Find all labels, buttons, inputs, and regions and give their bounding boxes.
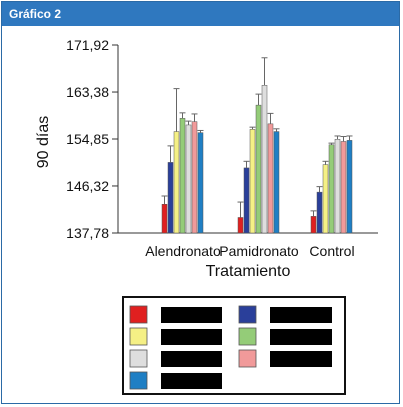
bar	[185, 124, 192, 234]
legend-swatch	[238, 327, 257, 346]
legend-swatch	[129, 327, 148, 346]
bar	[310, 216, 317, 234]
legend-label-redaction	[270, 329, 332, 345]
legend-swatch	[238, 305, 257, 324]
legend-swatch	[238, 349, 257, 368]
legend-swatch	[129, 305, 148, 324]
x-tick-label: Pamidronato	[219, 243, 299, 259]
y-tick-label: 154,85	[66, 131, 109, 147]
bar	[243, 167, 250, 234]
bar	[249, 129, 256, 234]
bar	[316, 191, 323, 234]
x-tick-label: Alendronato	[145, 243, 221, 259]
bar	[346, 140, 353, 234]
chart-header: Gráfico 2	[2, 2, 399, 26]
bar	[161, 204, 168, 234]
legend-label-redaction	[161, 307, 222, 323]
bar	[322, 164, 329, 234]
bar	[191, 121, 198, 234]
y-tick-label: 171,92	[66, 37, 109, 53]
bar	[179, 118, 186, 234]
bar	[273, 131, 280, 234]
legend-label-redaction	[270, 351, 332, 367]
legend	[122, 296, 346, 395]
bar	[237, 217, 244, 234]
legend-label-redaction	[161, 329, 222, 345]
legend-label-redaction	[161, 373, 222, 389]
bar	[167, 162, 174, 234]
bar	[255, 104, 262, 234]
x-tick-label: Control	[309, 243, 354, 259]
bar	[340, 141, 347, 234]
y-tick-label: 137,78	[66, 225, 109, 241]
bar	[267, 123, 274, 234]
legend-label-redaction	[270, 307, 332, 323]
legend-swatch	[129, 371, 148, 390]
bar	[334, 139, 341, 234]
bar	[197, 132, 204, 234]
y-axis-title: 90 días	[35, 116, 52, 168]
bar	[261, 85, 268, 234]
bar	[328, 144, 335, 234]
bar	[173, 131, 180, 234]
x-axis-title: Tratamiento	[206, 263, 291, 280]
plot-area: 171,92 163,38 154,85 146,32 137,78 90 días Tra…	[35, 37, 378, 280]
y-tick-label: 163,38	[66, 84, 109, 100]
y-tick-label: 146,32	[66, 178, 109, 194]
legend-swatch	[129, 349, 148, 368]
legend-label-redaction	[161, 351, 222, 367]
